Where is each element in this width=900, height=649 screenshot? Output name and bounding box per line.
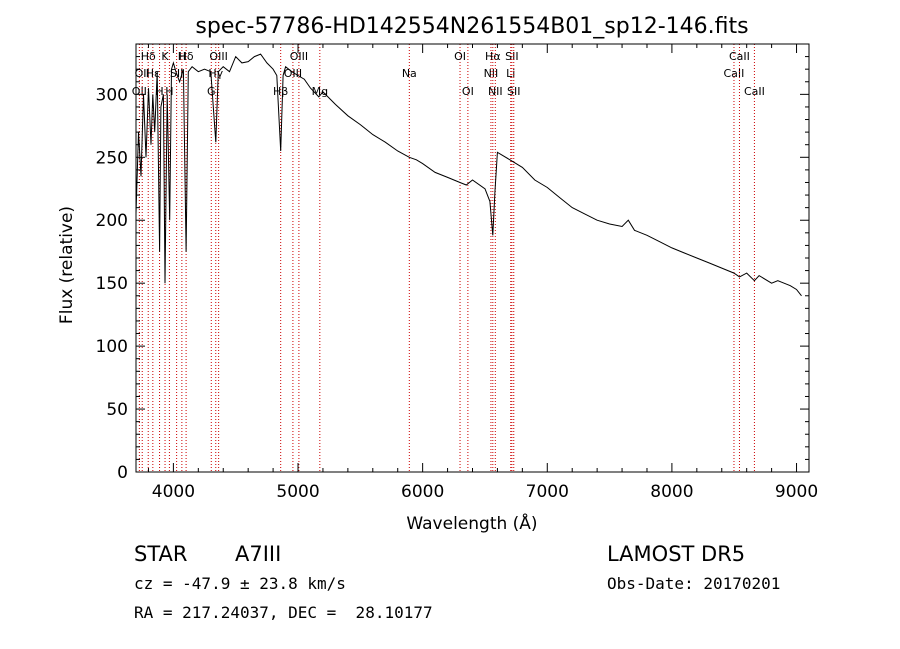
- coordinates: RA = 217.24037, DEC = 28.10177: [134, 603, 433, 622]
- y-tick-label-3: 150: [96, 274, 128, 294]
- line-marker-label-6: H: [165, 85, 173, 98]
- line-marker-label-24: SII: [505, 50, 518, 63]
- line-marker-label-9: Hδ: [179, 50, 194, 63]
- line-marker-label-21: Hα: [485, 50, 501, 63]
- line-marker-label-3: Hε: [146, 67, 160, 80]
- x-tick-label-2: 6000: [401, 482, 444, 502]
- line-marker-label-0: OII: [132, 85, 147, 98]
- spectrum-line: [135, 53, 802, 297]
- observation-date: Obs-Date: 20170201: [607, 574, 781, 593]
- x-axis-label: Wavelength (Å): [406, 512, 537, 534]
- y-tick-label-0: 0: [117, 463, 128, 483]
- y-tick-label-5: 250: [96, 148, 128, 168]
- line-marker-label-16: Mg: [312, 85, 328, 98]
- x-tick-label-5: 9000: [775, 482, 818, 502]
- line-marker-label-15: OIII: [290, 50, 308, 63]
- line-marker-label-26: CaII: [724, 67, 745, 80]
- y-tick-label-4: 200: [96, 211, 128, 231]
- line-marker-label-14: OIII: [284, 67, 302, 80]
- x-tick-label-1: 5000: [276, 482, 319, 502]
- x-tick-label-4: 8000: [650, 482, 693, 502]
- line-marker-label-22: NII: [488, 85, 503, 98]
- chart-title: spec-57786-HD142554N261554B01_sp12-146.f…: [195, 14, 748, 39]
- x-tick-label-0: 4000: [152, 482, 195, 502]
- y-tick-label-1: 50: [106, 400, 128, 420]
- line-marker-label-17: Na: [402, 67, 417, 80]
- line-marker-label-27: CaII: [729, 50, 750, 63]
- line-marker-label-28: CaII: [744, 85, 765, 98]
- y-tick-label-6: 300: [96, 85, 128, 105]
- line-marker-label-19: OI: [462, 85, 474, 98]
- plot-area: OIIOIIHδHεHKHSIIHHδGHγOIIIHβOIIIOIIIMgNa…: [96, 43, 818, 502]
- y-axis-label: Flux (relative): [57, 206, 77, 324]
- line-marker-label-12: OIII: [209, 50, 227, 63]
- line-marker-label-8: H: [178, 50, 186, 63]
- spectral-type: A7III: [235, 542, 282, 566]
- line-marker-label-20: NII: [484, 67, 499, 80]
- redshift-cz: cz = -47.9 ± 23.8 km/s: [134, 574, 346, 593]
- line-marker-label-2: Hδ: [141, 50, 156, 63]
- y-tick-label-2: 100: [96, 337, 128, 357]
- survey-name: LAMOST DR5: [607, 542, 746, 566]
- line-marker-label-5: K: [161, 50, 169, 63]
- line-marker-label-18: OI: [454, 50, 466, 63]
- line-marker-label-23: Li: [506, 67, 515, 80]
- line-marker-label-13: Hβ: [273, 85, 288, 98]
- line-marker-label-10: G: [207, 85, 216, 98]
- plot-frame: [135, 43, 810, 473]
- line-marker-label-1: OII: [135, 67, 150, 80]
- line-marker-label-25: SII: [507, 85, 520, 98]
- line-marker-label-4: H: [155, 85, 163, 98]
- star-label: STAR: [134, 542, 188, 566]
- x-tick-label-3: 7000: [526, 482, 569, 502]
